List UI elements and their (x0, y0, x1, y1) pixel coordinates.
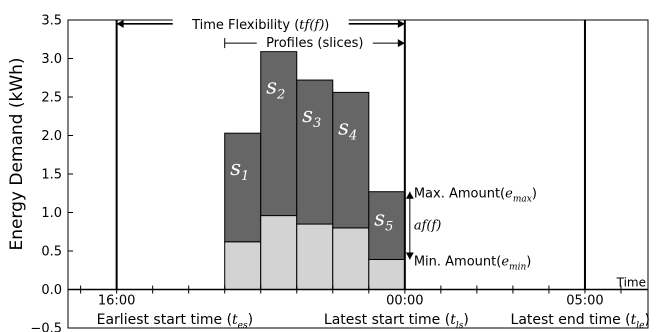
slice-min-bar-2 (260, 215, 298, 290)
profiles-label: Profiles (slices) (266, 36, 363, 51)
x-axis-title: Time (616, 276, 646, 290)
time-flexibility-label: Time Flexibility (tf(f)) (191, 18, 329, 33)
slice-flex-bar-4 (332, 91, 370, 229)
y-tick-label: 0.5 (41, 245, 62, 260)
y-tick-label: 1.5 (41, 168, 62, 183)
slice-flex-bar-1 (224, 132, 262, 243)
time-flexibility-label-bg (172, 13, 349, 34)
max-amount-label: Max. Amount(emax) (414, 187, 537, 205)
slice-flex-bar-2 (260, 51, 298, 217)
y-tick-label: 3.0 (41, 52, 62, 67)
slice-min-bar-3 (296, 223, 334, 290)
y-axis-title: Energy Demand (kWh) (7, 57, 27, 250)
slice-label-5: s5 (374, 207, 393, 235)
y-tick-label: 0.0 (41, 283, 62, 298)
amount-flexibility-label: af(f) (414, 219, 442, 234)
min-amount-label: Min. Amount(emin) (414, 254, 531, 272)
slice-min-bar-4 (332, 227, 370, 290)
x-tick-label: 16:00 (98, 294, 135, 309)
y-tick-label: 3.5 (41, 14, 62, 29)
reference-lines (80, 20, 622, 294)
latest-start-label: Latest start time (tls) (324, 312, 469, 331)
latest-end-label: Latest end time (tle) (511, 312, 650, 331)
slice-label-4: s4 (338, 115, 357, 143)
slice-flex-bar-3 (296, 79, 334, 225)
slice-label-3: s3 (302, 103, 321, 131)
axes: −0.5 0.0 0.5 1.0 1.5 2.0 2.5 3.0 3.5 Energy Deman… (7, 14, 649, 332)
time-flexibility-arrowhead-right (397, 19, 405, 28)
slice-label-1: s1 (230, 156, 249, 184)
slice-flex-bar-5 (368, 191, 406, 260)
profiles-arrowhead (397, 39, 405, 48)
amount-flexibility-arrowhead-down (405, 252, 414, 260)
y-tick-label: 1.0 (41, 206, 62, 221)
x-tick-label: 05:00 (566, 294, 603, 309)
x-tick-label: 00:00 (386, 294, 423, 309)
annotations: Time Flexibility (tf(f)) Profiles (slices… (97, 13, 650, 331)
amount-flexibility-arrowhead-up (405, 191, 414, 199)
slice-bars: s1 s2 s3 s4 s5 (224, 51, 406, 291)
profiles-label-bg (256, 33, 373, 52)
y-tick-label: 2.5 (41, 91, 62, 106)
slice-label-2: s2 (266, 75, 285, 103)
time-flexibility-arrowhead-left (116, 19, 124, 28)
y-tick-label: 2.0 (41, 129, 62, 144)
slice-min-bar-1 (224, 241, 262, 290)
y-tick-label: −0.5 (30, 322, 62, 332)
earliest-start-label: Earliest start time (tes) (97, 312, 253, 331)
slice-min-bar-5 (368, 258, 406, 291)
